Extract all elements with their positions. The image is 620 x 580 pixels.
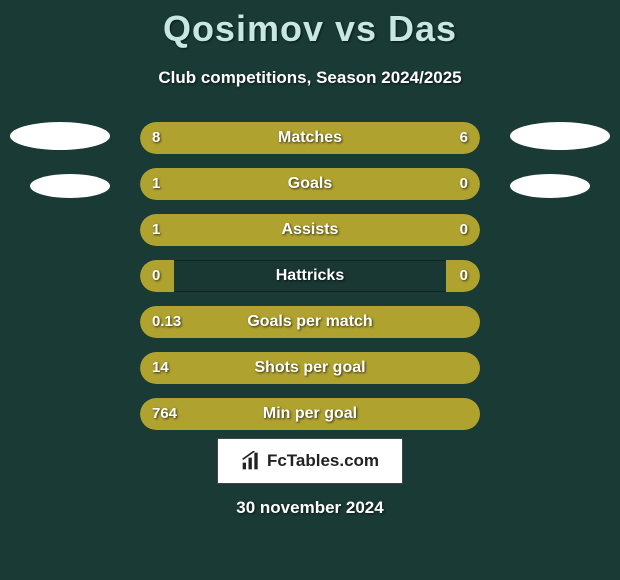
bar-chart-icon xyxy=(241,451,261,471)
bar-label: Matches xyxy=(140,122,480,154)
player-right-oval-1 xyxy=(510,122,610,150)
bar-label: Goals xyxy=(140,168,480,200)
player-right-oval-2 xyxy=(510,174,590,198)
branding-badge: FcTables.com xyxy=(217,438,403,484)
bar-label: Hattricks xyxy=(140,260,480,292)
bar-label: Goals per match xyxy=(140,306,480,338)
bar-val-right: 0 xyxy=(460,260,468,292)
branding-text: FcTables.com xyxy=(267,451,379,471)
subtitle: Club competitions, Season 2024/2025 xyxy=(0,68,620,88)
stats-bars: 8 Matches 6 1 Goals 0 1 Assists 0 0 Hatt… xyxy=(140,122,480,444)
bar-goals: 1 Goals 0 xyxy=(140,168,480,200)
bar-label: Min per goal xyxy=(140,398,480,430)
bar-val-right: 0 xyxy=(460,214,468,246)
bar-hattricks: 0 Hattricks 0 xyxy=(140,260,480,292)
player-left-oval-1 xyxy=(10,122,110,150)
date-text: 30 november 2024 xyxy=(0,498,620,518)
player-left-oval-2 xyxy=(30,174,110,198)
page-title: Qosimov vs Das xyxy=(0,0,620,50)
bar-min-per-goal: 764 Min per goal xyxy=(140,398,480,430)
bar-val-right: 6 xyxy=(460,122,468,154)
bar-goals-per-match: 0.13 Goals per match xyxy=(140,306,480,338)
bar-shots-per-goal: 14 Shots per goal xyxy=(140,352,480,384)
bar-label: Shots per goal xyxy=(140,352,480,384)
bar-assists: 1 Assists 0 xyxy=(140,214,480,246)
bar-matches: 8 Matches 6 xyxy=(140,122,480,154)
bar-val-right: 0 xyxy=(460,168,468,200)
bar-label: Assists xyxy=(140,214,480,246)
